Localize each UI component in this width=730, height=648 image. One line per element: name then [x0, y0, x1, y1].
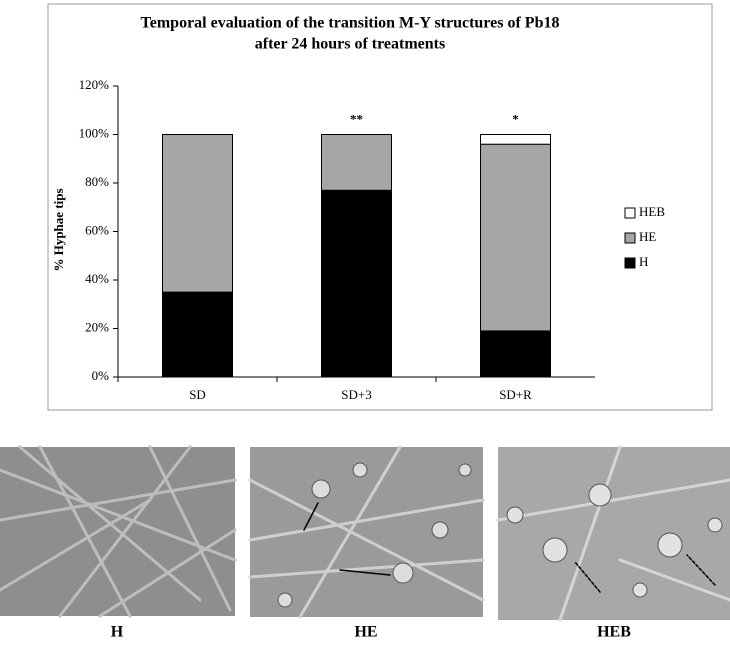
legend-label: HE	[639, 229, 656, 244]
significance-annotation: **	[350, 111, 363, 126]
bar-segment	[480, 330, 551, 378]
bar-segment	[162, 134, 233, 293]
x-tick-label: SD+R	[499, 387, 532, 402]
y-tick-label: 0%	[92, 368, 110, 383]
y-axis-label: % Hyphae tips	[51, 188, 66, 271]
y-tick-label: 100%	[79, 125, 110, 140]
x-tick-label: SD	[189, 387, 206, 402]
micrograph-h	[0, 445, 237, 618]
x-tick-label: SD+3	[341, 387, 371, 402]
micrograph-label: H	[111, 624, 124, 641]
y-tick-label: 20%	[85, 319, 109, 334]
bar-segment	[480, 134, 551, 145]
y-tick-label: 120%	[79, 77, 110, 92]
significance-annotation: *	[512, 111, 519, 126]
bar-segment	[321, 134, 392, 191]
bar-segment	[480, 143, 551, 332]
legend-swatch	[624, 257, 636, 269]
legend-swatch	[624, 232, 636, 244]
legend-label: HEB	[639, 204, 665, 219]
micrograph-heb	[496, 445, 730, 622]
bar-segment	[162, 291, 233, 378]
micrograph-label: HE	[354, 624, 377, 641]
chart-subtitle: after 24 hours of treatments	[255, 36, 445, 53]
legend-swatch	[624, 207, 636, 219]
legend-label: H	[639, 254, 648, 269]
y-tick-label: 60%	[85, 222, 109, 237]
micrograph-label: HEB	[597, 624, 631, 641]
y-tick-label: 40%	[85, 271, 109, 286]
bar-segment	[321, 189, 392, 378]
micrograph-he	[248, 445, 485, 619]
chart-title: Temporal evaluation of the transition M-…	[141, 15, 560, 32]
y-tick-label: 80%	[85, 174, 109, 189]
